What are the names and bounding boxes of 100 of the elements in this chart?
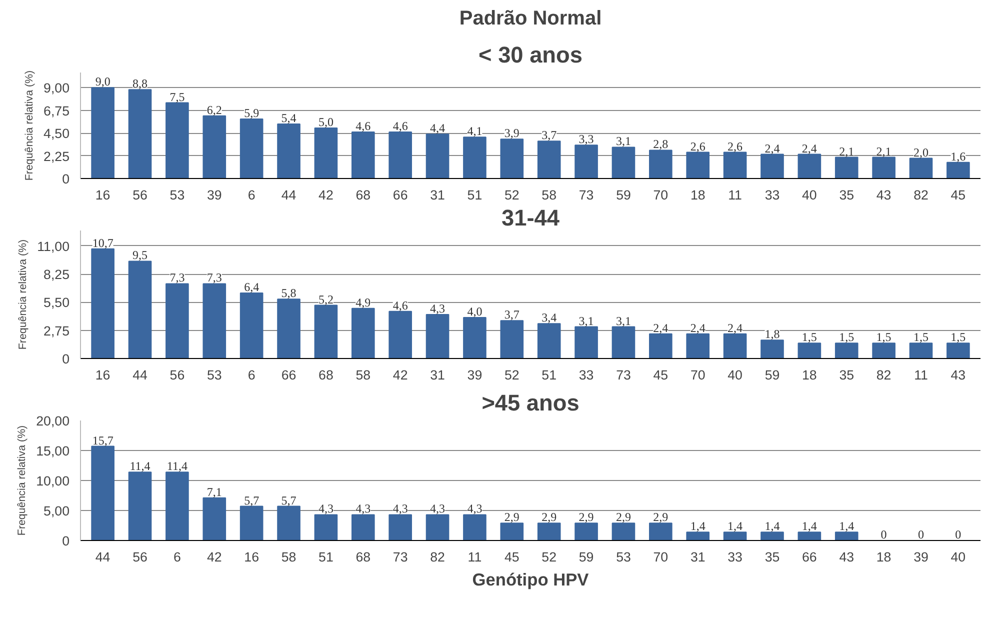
bar [946,342,970,358]
bar [723,152,747,178]
x-tick-label: 43 [950,368,966,382]
bar [872,342,896,358]
y-tick-label: 10,00 [36,474,70,488]
x-tick-label: 11 [728,188,742,202]
x-tick-label: 53 [170,188,185,202]
data-label: 5,7 [244,493,260,508]
x-tick-label: 45 [653,368,668,382]
data-label: 0 [880,528,887,542]
chart-title: 31-44 [502,204,560,230]
data-label: 5,4 [281,110,296,125]
x-tick-label: 70 [653,550,668,564]
bar [612,146,636,178]
x-tick-label: 70 [690,368,706,382]
x-tick-label: 58 [542,188,557,202]
data-label: 2,9 [504,510,520,524]
x-tick-label: 59 [578,550,594,564]
data-label: 7,1 [206,484,222,499]
bar [574,522,598,540]
bar [798,532,822,540]
x-tick-label: 16 [95,368,110,382]
y-tick-label: 8,25 [44,267,70,282]
bar [909,158,933,178]
x-tick-label: 52 [542,550,557,564]
bar [612,326,636,358]
x-tick-label: 51 [542,368,557,382]
x-tick-label: 45 [504,550,520,564]
x-tick-label: 59 [764,368,780,382]
data-label: 5,2 [318,292,334,306]
bar [760,340,784,358]
bar [798,154,822,178]
x-tick-label: 68 [356,550,371,564]
bar [314,304,338,358]
x-tick-label: 82 [430,550,445,564]
y-axis-title: Frequência relativa (%) [16,425,28,536]
y-axis-title: Frequência relativa (%) [24,70,36,181]
bar [426,134,450,178]
bar [166,283,189,358]
bar [834,532,858,540]
x-tick-label: 40 [728,368,742,382]
data-label: 2,4 [653,320,668,335]
bar [388,132,412,178]
y-tick-label: 20,00 [36,414,70,428]
data-label: 7,3 [206,270,222,285]
bar [426,314,450,358]
x-tick-label: 58 [281,550,296,564]
bar [946,162,970,178]
bar [202,497,226,540]
x-tick-label: 33 [578,368,594,382]
bar [537,522,561,540]
data-label: 1,5 [876,330,892,344]
data-label: 4,6 [356,119,371,134]
data-label: 4,3 [318,502,334,516]
x-tick-label: 18 [690,188,706,202]
bar [463,514,486,540]
x-tick-label: 18 [876,550,892,564]
data-label: 2,4 [802,141,817,156]
x-tick-label: 52 [504,368,520,382]
data-label: 4,3 [356,502,371,516]
x-tick-label: 58 [356,368,371,382]
data-label: 4,3 [430,502,446,516]
bar [91,87,114,178]
x-tick-label: 33 [764,188,780,202]
y-tick-label: 5,00 [44,504,70,518]
data-label: 1,4 [728,519,743,534]
chart-title: Padrão Normal [459,8,602,30]
chart-subtitle: < 30 anos [478,42,582,68]
data-label: 9,0 [95,74,110,89]
x-tick-label: 73 [392,550,408,564]
x-tick-label: 42 [392,368,408,382]
bar [91,248,114,358]
data-label: 2,4 [690,320,706,335]
bar [463,136,486,178]
bar [240,118,264,178]
data-label: 7,3 [170,270,185,285]
bar [500,138,524,178]
x-tick-label: 18 [802,368,817,382]
y-tick-label: 2,25 [44,148,70,164]
x-tick-label: 68 [356,188,371,202]
bar [537,323,561,358]
bar [277,506,300,540]
bar [909,342,933,358]
y-tick-label: 5,50 [44,295,70,310]
bar [91,446,114,540]
bar [128,472,152,540]
bar [166,472,189,540]
y-tick-label: 0 [62,534,70,548]
x-tick-label: 6 [173,550,181,564]
data-label: 1,4 [764,519,780,534]
bar [277,123,300,178]
data-label: 2,9 [542,510,557,524]
data-label: 2,6 [690,139,706,154]
data-label: 2,4 [764,141,780,156]
x-tick-label: 31 [430,368,445,382]
y-tick-label: 0 [62,352,70,366]
x-tick-label: 35 [839,188,854,202]
bar [240,506,264,540]
data-label: 4,4 [430,121,446,136]
y-axis-title: Frequência relativa (%) [17,239,30,350]
